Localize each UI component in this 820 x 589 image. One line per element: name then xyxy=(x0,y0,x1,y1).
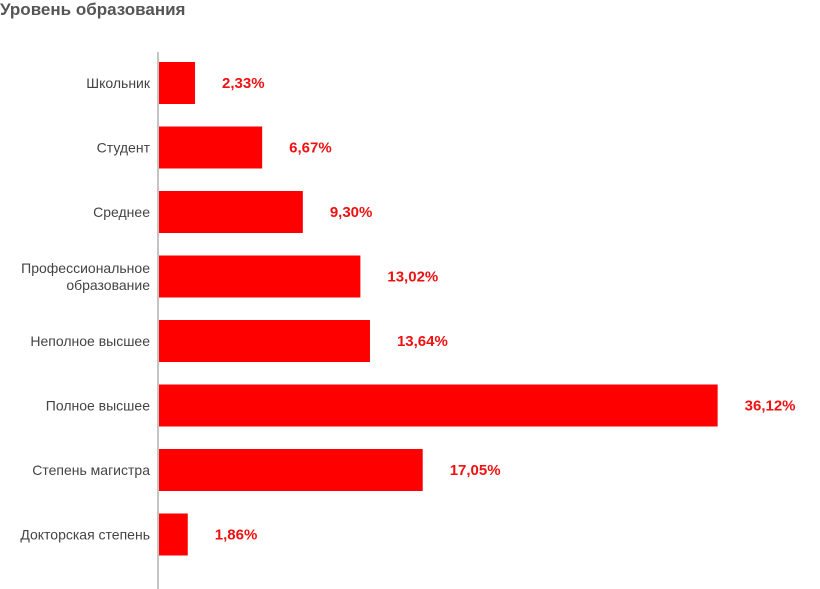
category-label-4: Неполное высшее xyxy=(30,333,150,349)
value-label-4: 13,64% xyxy=(397,333,448,350)
bar-3 xyxy=(159,255,361,298)
value-label-2: 9,30% xyxy=(330,204,373,221)
value-label-5: 36,12% xyxy=(745,398,796,415)
value-label-1: 6,67% xyxy=(289,140,332,157)
bar-2 xyxy=(159,191,303,233)
category-label-2: Среднее xyxy=(93,204,150,220)
category-label-0: Школьник xyxy=(86,75,151,91)
category-label-3: Профессиональное образование xyxy=(21,260,150,293)
bar-5 xyxy=(159,384,718,427)
bar-1 xyxy=(159,126,263,169)
value-label-0: 2,33% xyxy=(222,75,265,92)
bar-6 xyxy=(159,449,423,491)
bar-0 xyxy=(159,62,196,104)
bar-7 xyxy=(159,513,188,556)
bar-4 xyxy=(159,320,370,362)
category-label-1: Студент xyxy=(97,140,151,156)
value-label-3: 13,02% xyxy=(387,269,438,286)
category-label-7: Докторская степень xyxy=(20,527,150,543)
category-label-5: Полное высшее xyxy=(46,398,150,414)
value-label-6: 17,05% xyxy=(450,462,501,479)
category-label-6: Степень магистра xyxy=(32,462,150,478)
chart-title: Уровень образования xyxy=(0,0,186,19)
value-label-7: 1,86% xyxy=(215,527,258,544)
